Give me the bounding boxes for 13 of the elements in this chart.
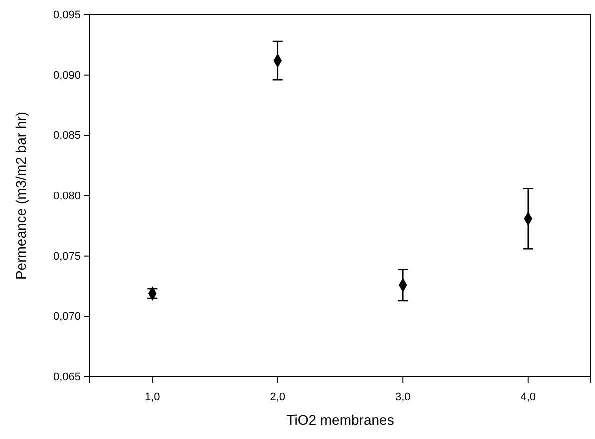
y-tick-label: 0,095 [53,10,81,22]
y-tick-label: 0,075 [53,250,81,263]
y-tick-label: 0,085 [53,130,81,142]
x-axis-title: TiO2 membranes [286,412,394,428]
y-tick-label: 0,080 [53,190,81,203]
y-tick-label: 0,090 [53,70,81,82]
y-axis-title: Permeance (m3/m2 bar hr) [13,112,29,280]
x-tick-label: 2,0 [270,391,286,404]
y-tick-label: 0,065 [53,372,81,384]
x-tick-label: 4,0 [520,391,536,404]
y-tick-label: 0,070 [53,311,81,324]
x-tick-label: 1,0 [144,391,160,404]
x-tick-label: 3,0 [395,391,411,404]
